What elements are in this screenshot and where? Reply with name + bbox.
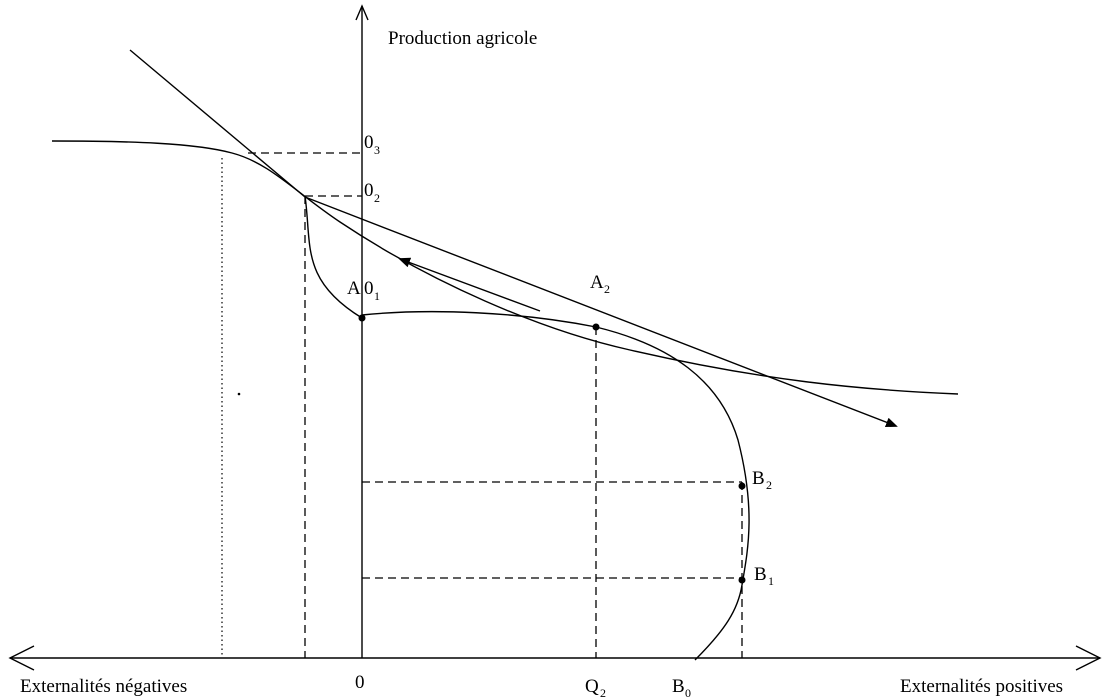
y-axis xyxy=(355,4,369,658)
price-line xyxy=(304,196,898,428)
point-b2 xyxy=(738,482,746,490)
price-arrow-left xyxy=(398,257,541,312)
o2-label: 0 xyxy=(364,180,374,201)
a2-label: A xyxy=(590,272,604,293)
point-a xyxy=(358,314,366,322)
q2-label: Q xyxy=(585,676,599,697)
b0-subscript: 0 xyxy=(685,686,691,698)
point-b1 xyxy=(738,576,746,584)
o3-subscript: 3 xyxy=(374,143,380,157)
a2-subscript: 2 xyxy=(604,282,610,296)
b2-label: B xyxy=(752,468,765,489)
outer-frontier-curve xyxy=(51,140,959,395)
x-negative-label: Externalités négatives xyxy=(20,676,187,697)
guide-lines xyxy=(221,152,743,658)
q2-subscript: 2 xyxy=(600,686,606,698)
b1-subscript: 1 xyxy=(768,574,774,588)
tangent-line-steep xyxy=(129,49,306,198)
b2-subscript: 2 xyxy=(766,478,772,492)
x-axis xyxy=(8,645,1102,671)
b1-label: B xyxy=(754,564,767,585)
x-positive-label: Externalités positives xyxy=(900,676,1063,697)
y-axis-label: Production agricole xyxy=(388,28,537,49)
a-label: A xyxy=(347,278,361,299)
inner-frontier-curve-right xyxy=(361,310,750,661)
point-a2 xyxy=(592,323,600,331)
inner-frontier-curve xyxy=(304,195,363,319)
stray-dot xyxy=(237,392,241,396)
b0-label: B xyxy=(672,676,685,697)
o1-subscript: 1 xyxy=(374,289,380,303)
o3-label: 0 xyxy=(364,132,374,153)
origin-label: 0 xyxy=(355,672,365,693)
o2-subscript: 2 xyxy=(374,191,380,205)
o1-label: 0 xyxy=(364,278,374,299)
